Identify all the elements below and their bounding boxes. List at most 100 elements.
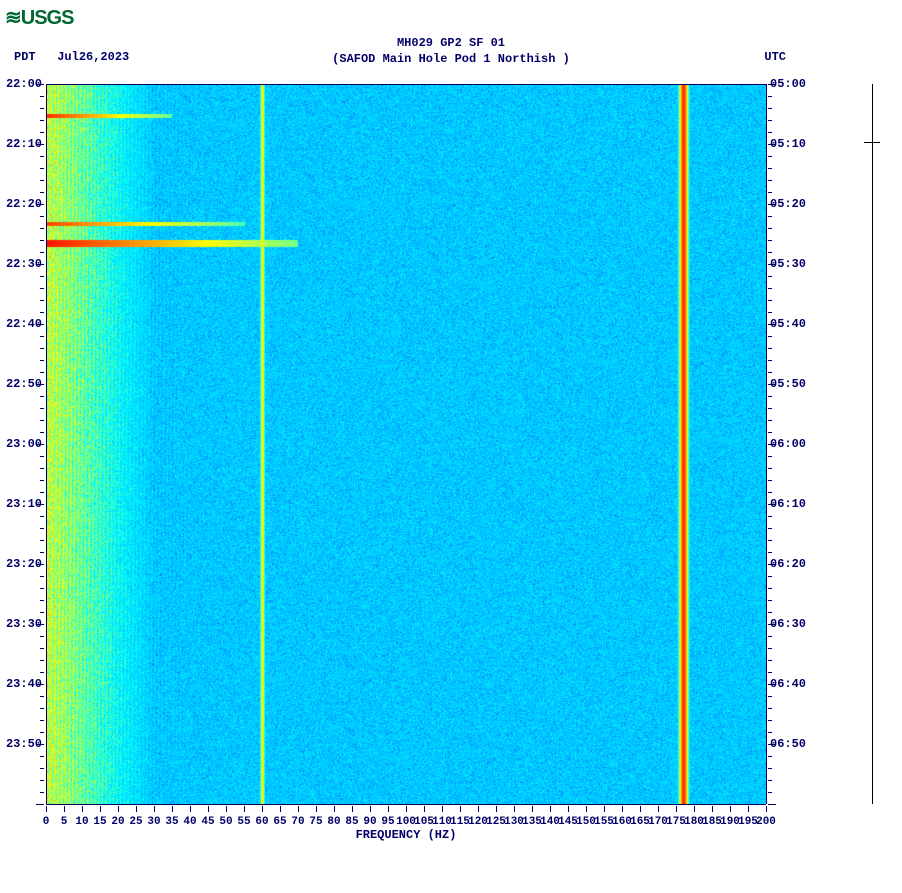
y-tickmark <box>768 336 772 337</box>
x-tick-label: 195 <box>738 816 758 828</box>
x-tickmark <box>64 806 65 812</box>
x-tickmark <box>82 806 83 812</box>
x-tickmark <box>460 806 461 812</box>
y-tick-label: 22:20 <box>6 197 42 211</box>
x-tickmark <box>586 806 587 812</box>
x-tick-label: 190 <box>720 816 740 828</box>
right-tz-label: UTC <box>764 50 786 64</box>
x-tickmark <box>406 806 407 812</box>
x-tick-label: 55 <box>237 816 250 828</box>
y-tickmark <box>768 576 772 577</box>
y-tickmark <box>768 732 772 733</box>
y-tickmark <box>40 336 44 337</box>
x-tickmark <box>118 806 119 812</box>
axis-box-left <box>46 84 47 804</box>
y-tick-label: 06:50 <box>770 737 806 751</box>
x-tickmark <box>388 806 389 812</box>
x-tick-label: 180 <box>684 816 704 828</box>
y-tickmark <box>768 792 772 793</box>
y-tickmark <box>768 156 772 157</box>
y-tickmark <box>768 756 772 757</box>
y-tickmark <box>768 288 772 289</box>
y-tickmark <box>768 528 772 529</box>
y-tickmark <box>768 348 772 349</box>
axis-box-right <box>766 84 767 804</box>
x-tick-label: 115 <box>450 816 470 828</box>
x-tickmark <box>730 806 731 812</box>
axis-box-top <box>46 84 766 85</box>
y-tick-label: 05:50 <box>770 377 806 391</box>
y-tick-label: 23:40 <box>6 677 42 691</box>
y-tickmark <box>36 804 44 805</box>
x-tick-label: 110 <box>432 816 452 828</box>
x-tick-label: 150 <box>576 816 596 828</box>
x-tick-label: 35 <box>165 816 178 828</box>
y-tick-label: 22:00 <box>6 77 42 91</box>
y-tickmark <box>768 132 772 133</box>
y-tickmark <box>768 108 772 109</box>
x-tickmark <box>604 806 605 812</box>
x-tick-label: 165 <box>630 816 650 828</box>
y-tickmark <box>768 168 772 169</box>
x-tick-label: 160 <box>612 816 632 828</box>
y-tickmark <box>768 492 772 493</box>
y-tickmark <box>40 636 44 637</box>
x-tick-label: 130 <box>504 816 524 828</box>
y-tickmark <box>768 312 772 313</box>
y-tickmark <box>40 612 44 613</box>
x-tickmark <box>352 806 353 812</box>
y-tickmark <box>40 168 44 169</box>
y-tickmark <box>768 240 772 241</box>
y-tick-label: 22:10 <box>6 137 42 151</box>
y-tickmark <box>768 696 772 697</box>
x-tickmark <box>514 806 515 812</box>
y-tick-label: 05:40 <box>770 317 806 331</box>
x-tickmark <box>226 806 227 812</box>
y-tickmark <box>768 300 772 301</box>
x-tickmark <box>136 806 137 812</box>
x-tick-label: 135 <box>522 816 542 828</box>
x-tick-label: 5 <box>61 816 68 828</box>
x-tick-label: 45 <box>201 816 214 828</box>
y-tick-label: 23:20 <box>6 557 42 571</box>
y-tickmark <box>40 252 44 253</box>
x-tickmark <box>712 806 713 812</box>
x-tick-label: 85 <box>345 816 358 828</box>
y-tickmark <box>40 96 44 97</box>
y-tickmark <box>40 600 44 601</box>
x-tick-label: 140 <box>540 816 560 828</box>
y-tick-label: 22:50 <box>6 377 42 391</box>
y-tickmark <box>768 636 772 637</box>
y-tickmark <box>40 588 44 589</box>
x-tickmark <box>442 806 443 812</box>
y-tick-label: 06:00 <box>770 437 806 451</box>
y-tick-label: 05:20 <box>770 197 806 211</box>
y-tickmark <box>768 408 772 409</box>
x-tickmark <box>46 806 47 812</box>
y-tickmark <box>40 708 44 709</box>
x-tickmark <box>298 806 299 812</box>
y-tickmark <box>768 552 772 553</box>
x-tickmark <box>316 806 317 812</box>
y-tickmark <box>768 720 772 721</box>
y-tickmark <box>768 372 772 373</box>
y-tick-label: 23:00 <box>6 437 42 451</box>
y-tickmark <box>768 708 772 709</box>
x-tickmark <box>766 806 767 812</box>
x-tick-label: 90 <box>363 816 376 828</box>
y-tickmark <box>40 120 44 121</box>
y-axis-right: 05:0005:1005:2005:3005:4005:5006:0006:10… <box>768 84 814 804</box>
y-tickmark <box>768 540 772 541</box>
y-tickmark <box>768 216 772 217</box>
x-tick-label: 100 <box>396 816 416 828</box>
y-tickmark <box>768 192 772 193</box>
x-tickmark <box>208 806 209 812</box>
y-tickmark <box>40 156 44 157</box>
x-axis-label: FREQUENCY (HZ) <box>46 828 766 842</box>
x-tick-label: 155 <box>594 816 614 828</box>
y-tick-label: 23:50 <box>6 737 42 751</box>
y-tickmark <box>768 612 772 613</box>
y-axis-left: 22:0022:1022:2022:3022:4022:5023:0023:10… <box>0 84 44 804</box>
y-tickmark <box>40 396 44 397</box>
x-tick-label: 125 <box>486 816 506 828</box>
